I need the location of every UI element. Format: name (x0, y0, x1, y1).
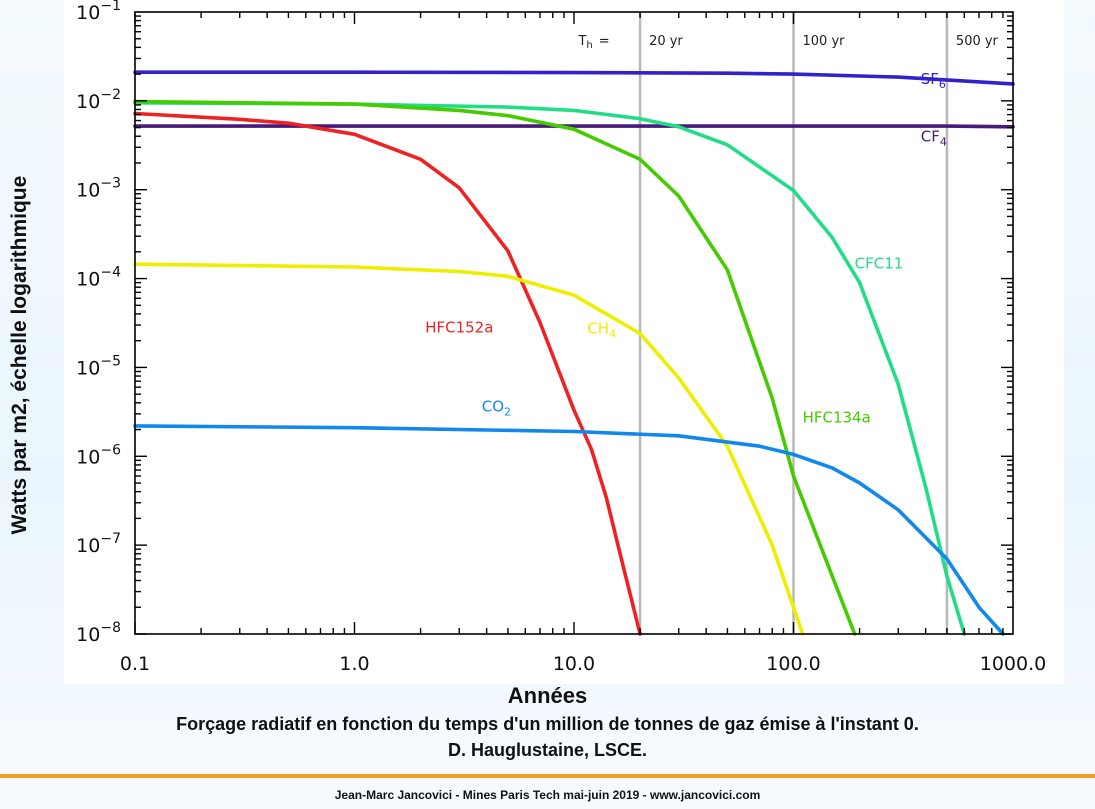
horizon-label-1: 100 yr (803, 34, 846, 49)
y-axis-label: Watts par m2, échelle logarithmique (8, 175, 31, 535)
series-label-sf6: SF6 (921, 70, 946, 91)
y-tick-label: 10−4 (76, 265, 121, 291)
series-line-sf6 (133, 70, 1015, 86)
series-label-ch4: CH4 (587, 320, 616, 341)
footer-credit: Jean-Marc Jancovici - Mines Paris Tech m… (334, 788, 761, 802)
caption-line-2: D. Hauglustaine, LSCE. (447, 740, 648, 760)
y-tick-label: 10−1 (76, 0, 121, 24)
series-label-cfc11: CFC11 (855, 254, 904, 272)
series-line-ch4 (133, 262, 805, 636)
chart: 0.1 1.0 10.0 100.0 1000.0 10−1 10−2 10−3 10−4 10−… (76, 0, 1046, 675)
x-tick-label: 0.1 (120, 653, 150, 675)
x-tick-label: 100.0 (766, 653, 820, 675)
y-tick-label: 10−5 (76, 353, 121, 379)
caption-line-1: Forçage radiatif en fonction du temps d'… (176, 714, 919, 734)
series-line-hfc152a (133, 111, 642, 636)
y-tick-label: 10−2 (76, 87, 121, 113)
y-tick-label: 10−6 (76, 442, 121, 468)
x-axis-label: Années (507, 683, 588, 708)
series-line-cfc11 (133, 101, 967, 636)
y-tick-label: 10−8 (76, 620, 121, 646)
x-tick-label: 1000.0 (980, 653, 1046, 675)
series-label-cf4: CF4 (921, 127, 947, 148)
x-tick-label: 1.0 (339, 653, 369, 675)
series-label-co2: CO2 (482, 397, 511, 418)
y-tick-label: 10−3 (76, 176, 121, 202)
horizon-label-2: 500 yr (956, 34, 999, 49)
series-label-hfc152a: HFC152a (425, 318, 493, 336)
series-line-hfc134a (133, 99, 857, 636)
series-label-hfc134a: HFC134a (803, 409, 871, 427)
horizon-label-0: 20 yr (649, 34, 683, 49)
x-tick-label: 10.0 (553, 653, 595, 675)
series-line-co2 (133, 424, 1005, 636)
horizon-prefix-label: Th = (577, 34, 609, 51)
y-tick-label: 10−7 (76, 531, 121, 557)
plot-panel (64, 0, 1064, 684)
footer-divider (0, 774, 1095, 778)
series-line-cf4 (133, 124, 1015, 129)
